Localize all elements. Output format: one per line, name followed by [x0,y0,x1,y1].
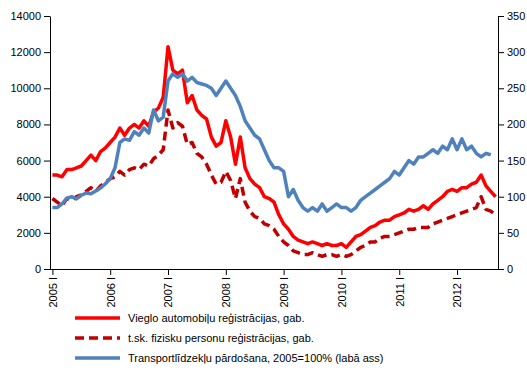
y2-tick-mark [498,124,504,125]
y2-tick-mark [498,269,504,270]
y-tick-label: 4000 [17,191,41,203]
y-tick: 2000 [17,227,50,239]
y-axis: 0 2000 4000 6000 8000 10000 12000 14000 [10,10,50,275]
y2-tick-label: 50 [507,227,519,239]
y2-tick-label: 200 [507,118,525,130]
y-tick-label: 6000 [17,155,41,167]
x-tick-mark [399,269,400,275]
y2-tick-mark [498,197,504,198]
y-tick-mark [44,269,50,270]
x-tick: 2006 I [105,269,117,308]
y2-tick-mark [498,52,504,53]
legend-swatch [75,356,120,360]
x-tick-label: 2010 I [336,277,348,308]
x-tick-mark [52,269,53,275]
series-line [52,47,495,248]
y-tick-label: 2000 [17,227,41,239]
y2-tick-label: 350 [507,10,525,22]
y-tick: 12000 [10,46,50,58]
y-tick: 0 [35,263,50,275]
x-tick: 2005 I [47,269,59,308]
y-tick-mark [44,233,50,234]
y2-tick-mark [498,233,504,234]
legend-swatch [75,336,120,340]
y2-axis-line [498,17,499,270]
legend-label: Transportlīdzekļu pārdošana, 2005=100% (… [128,352,384,364]
y2-tick: 350 [498,10,525,22]
x-tick-mark [457,269,458,275]
series-line [52,74,490,211]
y2-tick: 300 [498,46,525,58]
y-tick-mark [44,161,50,162]
x-tick: 2007 I [162,269,174,308]
x-tick: 2008 I [220,269,232,308]
x-tick: 2011 I [394,269,406,307]
legend-label: Vieglo automobiļu reģistrācijas, gab. [128,312,305,324]
x-tick-label: 2012 I [451,277,463,308]
y2-tick: 0 [498,263,513,275]
y-tick-label: 0 [35,263,41,275]
y2-tick: 200 [498,118,525,130]
x-tick-label: 2008 I [220,277,232,308]
plot-area [52,47,495,257]
y-tick-mark [44,124,50,125]
y-tick: 10000 [10,82,50,94]
y2-tick: 150 [498,155,525,167]
y-tick-label: 14000 [10,10,41,22]
y-tick: 6000 [17,155,50,167]
y2-tick-label: 0 [507,263,513,275]
y-axis-line [50,17,51,270]
series-line [52,110,495,256]
x-tick-mark [226,269,227,275]
y2-tick-mark [498,16,504,17]
y2-tick: 250 [498,82,525,94]
y-tick-mark [44,88,50,89]
x-tick-label: 2007 I [162,277,174,308]
y-tick-label: 8000 [17,118,41,130]
y-tick-label: 10000 [10,82,41,94]
y-tick-mark [44,52,50,53]
legend-swatch [75,316,120,320]
x-axis-line [50,269,498,270]
x-tick-mark [284,269,285,275]
legend-label: t.sk. fizisku personu reģistrācijas, gab… [128,332,314,344]
y-tick-mark [44,16,50,17]
y2-tick-mark [498,88,504,89]
x-tick: 2009 I [278,269,290,308]
x-tick-label: 2011 I [394,277,406,307]
y2-tick-mark [498,161,504,162]
x-tick: 2012 I [451,269,463,308]
y-tick: 14000 [10,10,50,22]
x-tick: 2010 I [336,269,348,308]
y2-tick-label: 250 [507,82,525,94]
y-tick: 8000 [17,118,50,130]
y2-tick-label: 150 [507,155,525,167]
legend: Vieglo automobiļu reģistrācijas, gab. t.s… [75,312,384,364]
x-tick-label: 2009 I [278,277,290,308]
y2-axis: 0 50 100 150 200 250 300 350 [498,10,525,275]
y2-tick-label: 300 [507,46,525,58]
chart: 0 2000 4000 6000 8000 10000 12000 14000 0 50 100 15… [0,0,527,373]
y2-tick-label: 100 [507,191,525,203]
y2-tick: 50 [498,227,519,239]
y2-tick: 100 [498,191,525,203]
x-tick-label: 2005 I [47,277,59,308]
y-tick-mark [44,197,50,198]
x-tick-label: 2006 I [105,277,117,308]
y-tick-label: 12000 [10,46,41,58]
x-tick-mark [341,269,342,275]
y-tick: 4000 [17,191,50,203]
x-axis: 2005 I 2006 I 2007 I 2008 I 2009 I 2010 I 2011… [47,269,498,308]
x-tick-mark [110,269,111,275]
x-tick-mark [168,269,169,275]
